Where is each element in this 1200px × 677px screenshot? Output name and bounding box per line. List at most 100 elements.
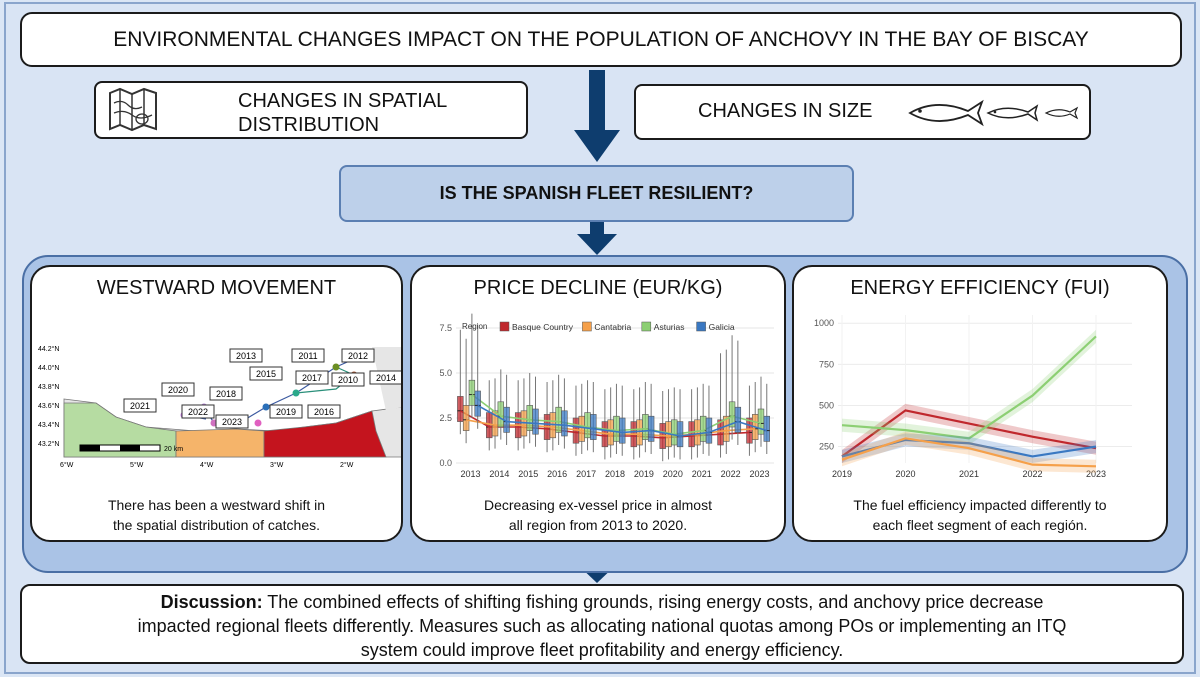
box-mark bbox=[694, 419, 701, 446]
map-icon bbox=[109, 87, 157, 132]
arrow-down-icon bbox=[574, 70, 620, 162]
series-line bbox=[841, 335, 1097, 440]
trend-line bbox=[471, 393, 762, 436]
box-mark bbox=[532, 408, 539, 435]
title-text: ENVIRONMENTAL CHANGES IMPACT ON THE POPU… bbox=[113, 27, 1089, 51]
westward-title: WESTWARD MOVEMENT bbox=[96, 277, 337, 299]
box-mark bbox=[578, 415, 585, 442]
lon-label: 4°W bbox=[200, 461, 214, 469]
box-mark bbox=[734, 406, 742, 433]
spatial-line1: CHANGES IN SPATIAL bbox=[238, 90, 448, 112]
question-box: IS THE SPANISH FLEET RESILIENT? bbox=[339, 165, 854, 222]
box-mark bbox=[607, 419, 614, 446]
discussion-text: The combined effects of shifting fishing… bbox=[262, 592, 1044, 612]
box-mark bbox=[763, 415, 770, 442]
x-tick-label: 2018 bbox=[605, 469, 625, 479]
lat-label: 43.6°N bbox=[38, 402, 59, 410]
box-mark bbox=[590, 414, 597, 440]
x-tick-label: 2016 bbox=[547, 469, 567, 479]
confidence-band bbox=[842, 329, 1096, 445]
year-label: 2021 bbox=[130, 401, 150, 411]
year-label: 2014 bbox=[376, 373, 396, 383]
y-tick-label: 500 bbox=[819, 400, 834, 410]
lat-label: 44.2°N bbox=[38, 345, 59, 353]
box-mark bbox=[642, 414, 649, 440]
box-mark bbox=[462, 405, 470, 431]
legend-swatch bbox=[641, 321, 652, 332]
box-mark bbox=[474, 390, 481, 417]
year-label: 2018 bbox=[216, 389, 236, 399]
y-tick-label: 7.5 bbox=[439, 323, 452, 333]
box-mark bbox=[619, 417, 626, 444]
arrow-down-icon bbox=[577, 222, 617, 255]
question-text: IS THE SPANISH FLEET RESILIENT? bbox=[439, 183, 754, 203]
legend-swatch bbox=[696, 321, 706, 332]
x-tick-label: 2023 bbox=[1086, 469, 1106, 479]
poster-title: ENVIRONMENTAL CHANGES IMPACT ON THE POPU… bbox=[20, 12, 1182, 67]
box-mark bbox=[613, 415, 620, 442]
x-tick-label: 2020 bbox=[663, 469, 683, 479]
year-label: 2013 bbox=[236, 351, 256, 361]
price-panel: PRICE DECLINE (EUR/KG) 0.0 2.5 5.0 7.5 2013 2… bbox=[410, 265, 786, 542]
confidence-band bbox=[842, 431, 1096, 473]
lat-label: 43.4°N bbox=[38, 421, 59, 429]
energy-caption: The fuel efficiency impacted differently… bbox=[853, 497, 1107, 513]
x-tick-label: 2022 bbox=[1022, 469, 1042, 479]
box-mark bbox=[647, 415, 655, 442]
x-tick-label: 2017 bbox=[576, 469, 596, 479]
x-tick-label: 2023 bbox=[750, 469, 770, 479]
lat-label: 43.8°N bbox=[38, 383, 59, 391]
energy-caption: each fleet segment of each región. bbox=[872, 517, 1088, 533]
year-label: 2020 bbox=[168, 385, 188, 395]
legend-label: Galicia bbox=[709, 322, 735, 332]
legend-swatch bbox=[499, 321, 510, 332]
lon-label: 2°W bbox=[340, 461, 354, 469]
year-label: 2019 bbox=[276, 407, 296, 417]
y-tick-label: 1000 bbox=[814, 318, 834, 328]
legend-swatch bbox=[582, 321, 592, 332]
year-label: 2017 bbox=[302, 373, 322, 383]
trend-line bbox=[477, 404, 768, 437]
x-tick-label: 2015 bbox=[518, 469, 538, 479]
box-mark bbox=[555, 406, 562, 433]
series-line bbox=[841, 437, 1097, 468]
box-mark bbox=[584, 412, 591, 439]
legend-label: Asturias bbox=[654, 322, 685, 332]
y-tick-label: 2.5 bbox=[439, 413, 452, 423]
legend-title: Region bbox=[462, 322, 487, 331]
size-label: CHANGES IN SIZE bbox=[698, 100, 873, 122]
spatial-line2: DISTRIBUTION bbox=[238, 114, 380, 136]
box-mark bbox=[526, 405, 533, 431]
westward-caption: the spatial distribution of catches. bbox=[112, 517, 320, 533]
lat-label: 43.2°N bbox=[38, 440, 59, 448]
year-label: 2012 bbox=[348, 351, 368, 361]
energy-panel: ENERGY EFFICIENCY (FUI) 250 500 750 1000 201… bbox=[792, 265, 1168, 542]
spatial-distribution-box: CHANGES IN SPATIAL DISTRIBUTION bbox=[94, 81, 528, 139]
x-tick-label: 2019 bbox=[634, 469, 654, 479]
year-label: 2011 bbox=[298, 351, 317, 361]
x-tick-label: 2020 bbox=[895, 469, 915, 479]
year-label: 2015 bbox=[256, 369, 276, 379]
lon-label: 5°W bbox=[130, 461, 144, 469]
size-box: CHANGES IN SIZE bbox=[634, 84, 1091, 140]
box-mark bbox=[757, 408, 765, 435]
y-tick-label: 750 bbox=[819, 359, 834, 369]
x-tick-label: 2014 bbox=[489, 469, 509, 479]
y-tick-label: 250 bbox=[819, 442, 834, 452]
box-mark bbox=[561, 410, 568, 437]
year-label: 2010 bbox=[338, 375, 358, 385]
price-caption: all region from 2013 to 2020. bbox=[508, 517, 688, 533]
discussion-text: system could improve fleet profitability… bbox=[360, 640, 844, 660]
energy-line-chart: 250 500 750 1000 2019 2020 2021 2022 2023 bbox=[814, 315, 1132, 479]
price-boxplot-chart: 0.0 2.5 5.0 7.5 2013 2014 2015 2016 2017 2018 2019… bbox=[439, 313, 774, 479]
discussion-box: Discussion: The combined effects of shif… bbox=[20, 584, 1184, 664]
scale-label: 20 km bbox=[164, 446, 183, 453]
lat-label: 44.0°N bbox=[38, 364, 59, 372]
discussion-text: impacted regional fleets differently. Me… bbox=[137, 616, 1067, 636]
spatial-map: 44.2°N 44.0°N 43.8°N 43.6°N 43.4°N 43.2°… bbox=[38, 345, 401, 469]
energy-title: ENERGY EFFICIENCY (FUI) bbox=[850, 277, 1110, 299]
box-mark bbox=[705, 417, 713, 444]
y-tick-label: 0.0 bbox=[439, 458, 452, 468]
x-tick-label: 2013 bbox=[460, 469, 480, 479]
box-mark bbox=[457, 396, 464, 422]
